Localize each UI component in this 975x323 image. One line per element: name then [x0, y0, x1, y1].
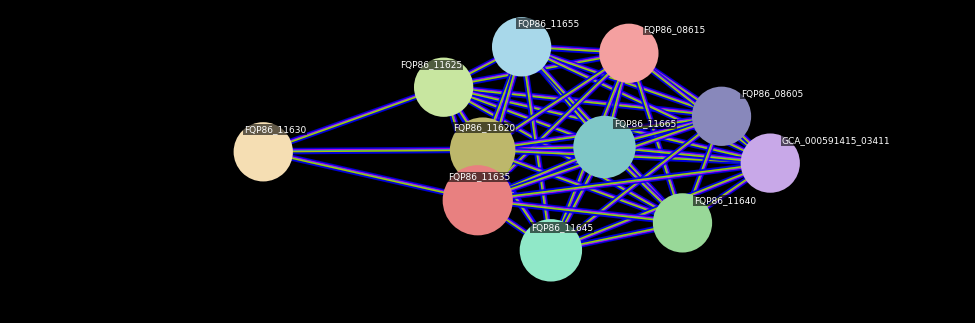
Text: FQP86_11630: FQP86_11630: [244, 125, 306, 134]
Text: FQP86_11625: FQP86_11625: [400, 60, 462, 69]
Ellipse shape: [741, 133, 800, 193]
Ellipse shape: [414, 57, 473, 117]
Ellipse shape: [692, 87, 751, 146]
Ellipse shape: [653, 193, 712, 253]
Text: FQP86_08605: FQP86_08605: [741, 89, 803, 99]
Text: FQP86_11645: FQP86_11645: [531, 223, 594, 232]
Text: FQP86_08615: FQP86_08615: [644, 26, 706, 35]
Ellipse shape: [600, 24, 658, 83]
Ellipse shape: [449, 118, 516, 183]
Text: FQP86_11655: FQP86_11655: [517, 19, 579, 28]
Ellipse shape: [443, 165, 513, 235]
Ellipse shape: [520, 219, 582, 282]
Text: FQP86_11665: FQP86_11665: [614, 120, 677, 129]
Text: FQP86_11620: FQP86_11620: [453, 123, 516, 132]
Ellipse shape: [234, 122, 292, 182]
Text: GCA_000591415_03411: GCA_000591415_03411: [782, 136, 890, 145]
Ellipse shape: [492, 17, 551, 77]
Text: FQP86_11640: FQP86_11640: [694, 196, 757, 205]
Text: FQP86_11635: FQP86_11635: [448, 172, 511, 182]
Ellipse shape: [573, 116, 636, 178]
